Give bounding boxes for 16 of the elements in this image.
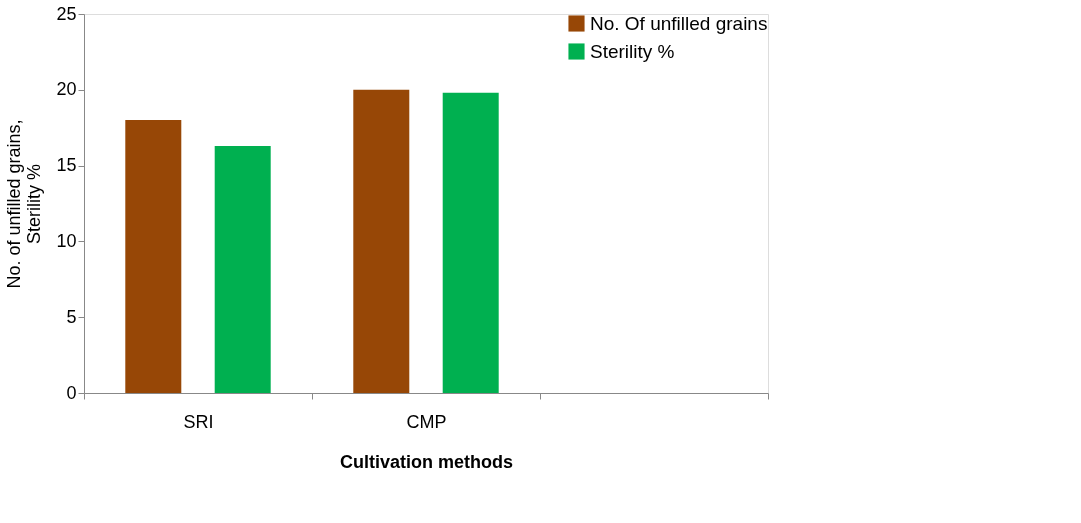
legend-label: Sterility % [590, 40, 675, 62]
bar [442, 92, 499, 393]
bar [353, 89, 410, 393]
y-tick-label: 10 [56, 230, 77, 251]
x-tick-label: SRI [183, 411, 214, 432]
y-tick-label: 0 [66, 382, 77, 403]
legend-label: No. Of unfilled grains [590, 12, 768, 34]
bar [125, 120, 182, 393]
x-tick-label: CMP [406, 411, 447, 432]
bar [214, 145, 271, 393]
y-tick-label: 5 [66, 306, 77, 327]
y-tick-label: 15 [56, 155, 77, 176]
x-axis-title: Cultivation methods [339, 451, 514, 472]
y-tick-label: 20 [56, 79, 77, 100]
y-axis-title: No. of unfilled grains, Sterility % [4, 119, 45, 289]
y-tick-label: 25 [56, 3, 77, 24]
